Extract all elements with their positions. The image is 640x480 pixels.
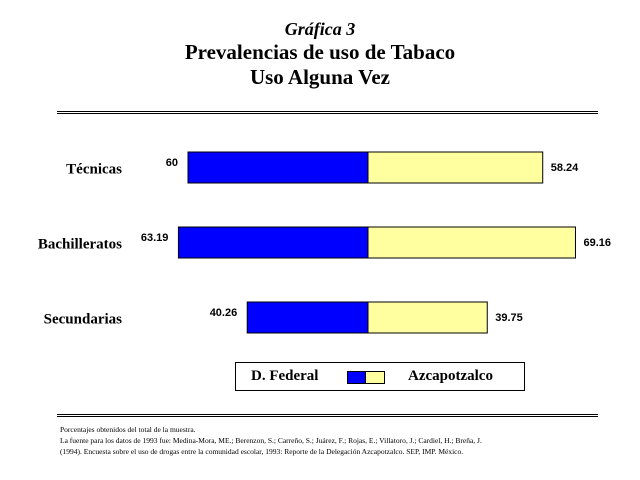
bar-dfederal-tecnicas xyxy=(187,151,369,184)
chart-title: Prevalencias de uso de Tabaco xyxy=(184,40,456,64)
value-label-dfederal-secundarias: 40.26 xyxy=(210,307,238,319)
chart-number: Gráfica 3 xyxy=(284,19,356,39)
chart-subtitle: Uso Alguna Vez xyxy=(249,65,391,89)
category-label-bachilleratos: Bachilleratos xyxy=(38,237,122,253)
category-label-tecnicas: Técnicas xyxy=(66,162,122,178)
value-label-azcapotzalco-secundarias: 39.75 xyxy=(495,312,523,324)
chart-header: Gráfica 3 Prevalencias de uso de Tabaco … xyxy=(0,18,640,90)
bar-azcapotzalco-tecnicas xyxy=(367,151,544,184)
footnotes: Porcentajes obtenidos del total de la mu… xyxy=(60,424,600,457)
legend-label-azcapotzalco: Azcapotzalco xyxy=(408,368,493,384)
value-label-dfederal-bachilleratos: 63.19 xyxy=(141,232,169,244)
legend: D. Federal Azcapotzalco xyxy=(235,362,525,391)
value-label-dfederal-tecnicas: 60 xyxy=(166,157,178,169)
footnote-line: Porcentajes obtenidos del total de la mu… xyxy=(60,425,196,434)
category-label-secundarias: Secundarias xyxy=(44,312,123,328)
value-label-azcapotzalco-tecnicas: 58.24 xyxy=(551,162,579,174)
bar-azcapotzalco-secundarias xyxy=(367,301,488,334)
legend-swatch-dfederal xyxy=(347,371,367,384)
bar-dfederal-secundarias xyxy=(246,301,369,334)
footnote-line: La fuente para los datos de 1993 fue: Me… xyxy=(60,436,482,445)
bar-dfederal-bachilleratos xyxy=(177,226,369,259)
legend-label-dfederal: D. Federal xyxy=(251,368,319,384)
legend-swatch-azcapotzalco xyxy=(365,371,385,384)
value-label-azcapotzalco-bachilleratos: 69.16 xyxy=(583,237,611,249)
footnote-line: (1994). Encuesta sobre el uso de drogas … xyxy=(60,447,464,456)
top-divider xyxy=(57,111,598,114)
bottom-divider xyxy=(57,414,598,417)
bar-azcapotzalco-bachilleratos xyxy=(367,226,576,259)
